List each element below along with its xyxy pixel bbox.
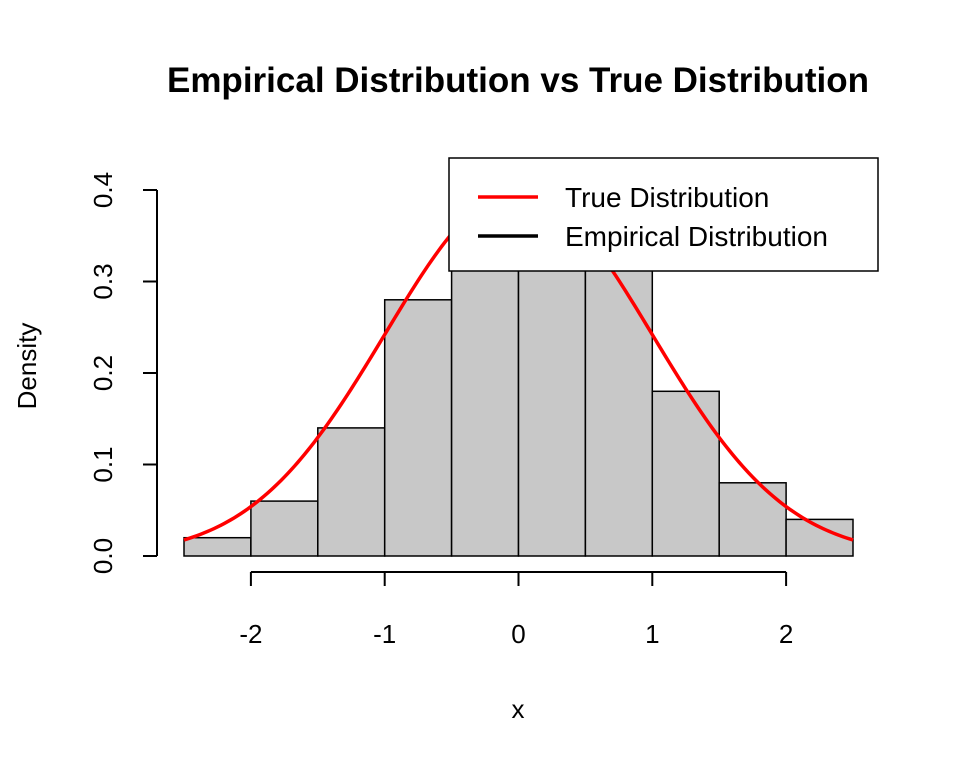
- histogram-bar: [718, 482, 787, 557]
- legend-box: [448, 157, 879, 272]
- y-axis: 0.0 0.1 0.2 0.3 0.4: [88, 172, 158, 574]
- histogram-bar: [450, 225, 520, 557]
- y-tick-label: 0.1: [88, 446, 118, 482]
- x-axis: -2 -1 0 1 2: [239, 571, 793, 649]
- histogram-bar: [250, 500, 319, 557]
- chart-title: Empirical Distribution vs True Distribut…: [167, 61, 869, 100]
- legend: True Distribution Empirical Distribution: [448, 157, 879, 272]
- y-axis-label: Density: [12, 323, 42, 410]
- x-tick-label: -2: [239, 619, 262, 649]
- y-tick-label: 0.4: [88, 172, 118, 208]
- x-tick-label: -1: [373, 619, 396, 649]
- histogram-bar: [584, 262, 654, 557]
- histogram-bar: [317, 427, 386, 557]
- x-tick-label: 2: [779, 619, 793, 649]
- legend-label-true: True Distribution: [565, 182, 769, 213]
- histogram-bar: [517, 225, 587, 557]
- y-tick-label: 0.3: [88, 263, 118, 299]
- legend-label-empirical: Empirical Distribution: [565, 221, 828, 252]
- histogram-bars: [183, 225, 854, 557]
- x-axis-label: x: [512, 694, 525, 724]
- y-tick-label: 0.0: [88, 538, 118, 574]
- histogram-bar: [183, 536, 252, 557]
- x-tick-label: 1: [645, 619, 659, 649]
- x-tick-label: 0: [511, 619, 525, 649]
- histogram-bar: [651, 390, 720, 557]
- histogram-bar: [383, 299, 453, 557]
- y-tick-label: 0.2: [88, 355, 118, 391]
